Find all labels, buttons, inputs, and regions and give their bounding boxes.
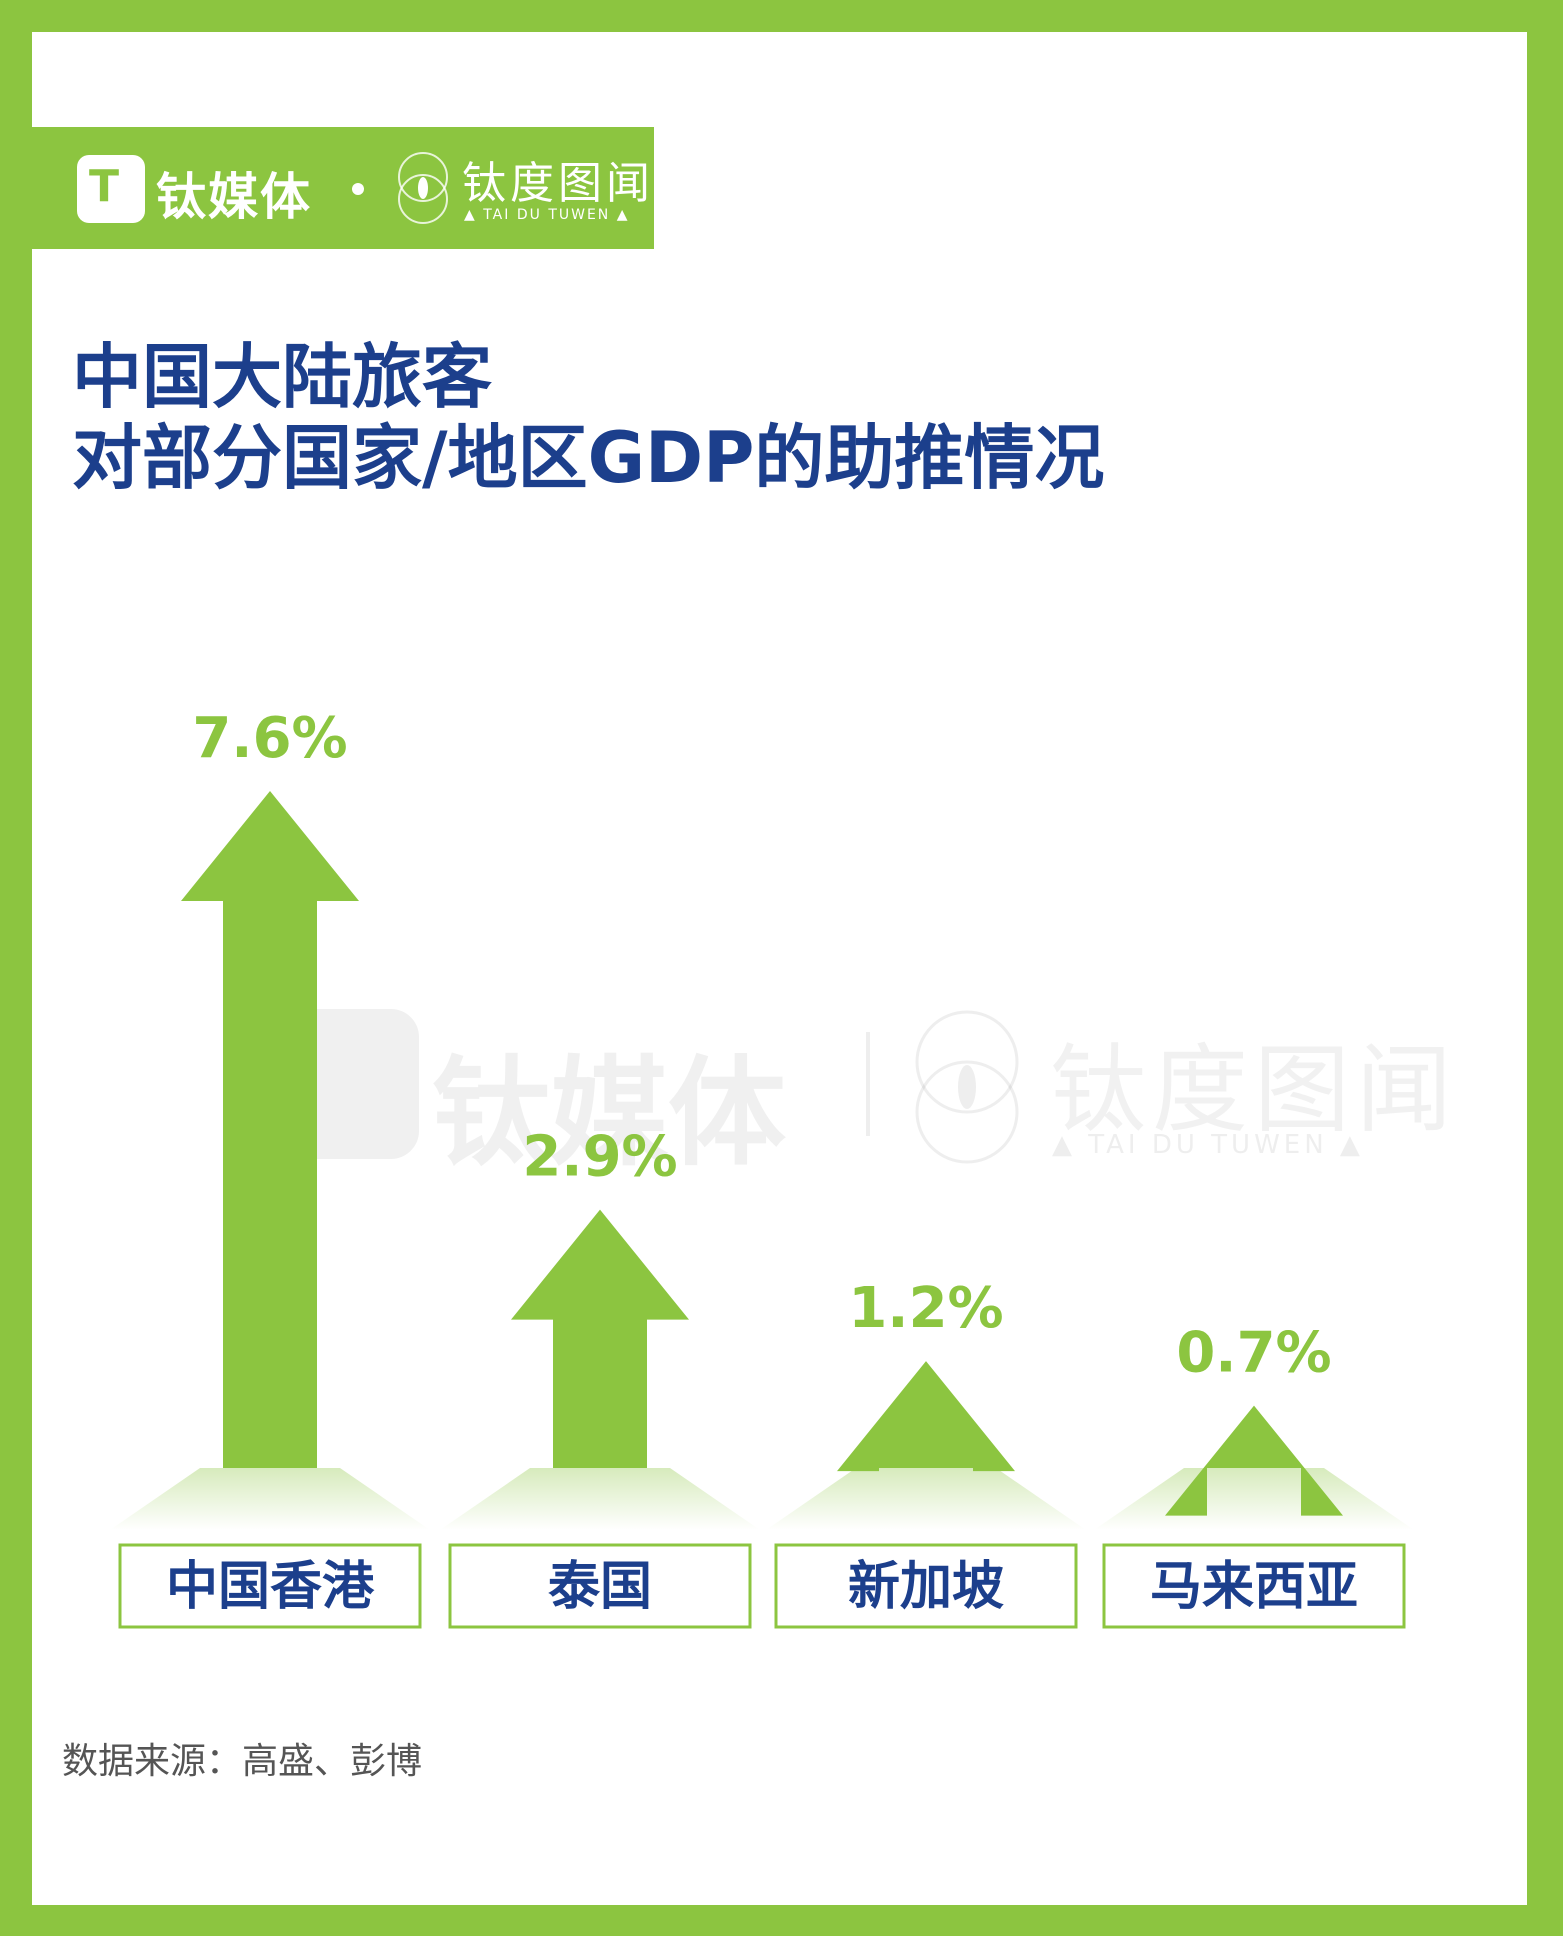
partner-subtitle: ▲ TAI DU TUWEN ▲ bbox=[464, 207, 630, 223]
arrow-bar-chart: 7.6% 中国香港 2.9% 泰国 1.2% 新加坡 0.7% 马来西亚 bbox=[110, 706, 1414, 1629]
value-label-2: 2.9% bbox=[522, 1125, 677, 1190]
value-label-4: 0.7% bbox=[1176, 1321, 1331, 1386]
partner-name: 钛度图闻 bbox=[462, 158, 654, 209]
poster-frame: T 钛媒体 钛度图闻 ▲ TAI DU TUWEN ▲ 中国大陆旅客 对部分国家… bbox=[32, 32, 1527, 1905]
bar-arrow-4 bbox=[1165, 1405, 1343, 1516]
category-label-2: 泰国 bbox=[548, 1557, 652, 1617]
arrow-shadow bbox=[766, 1468, 1086, 1530]
brand-logo: T bbox=[77, 155, 145, 223]
data-source: 数据来源：高盛、彭博 bbox=[62, 1741, 423, 1782]
bar-arrow-3 bbox=[837, 1361, 1015, 1472]
bar-arrow-2 bbox=[511, 1209, 689, 1468]
arrow-shadow bbox=[1094, 1468, 1414, 1530]
category-box-1 bbox=[118, 1543, 422, 1629]
category-box-2 bbox=[448, 1543, 752, 1629]
category-box-3 bbox=[774, 1543, 1078, 1629]
brand-logo-glyph: T bbox=[89, 161, 120, 212]
watermark-partner: 钛度图闻 bbox=[1050, 1034, 1458, 1146]
separator-dot-icon bbox=[352, 183, 364, 195]
category-label-3: 新加坡 bbox=[848, 1557, 1004, 1617]
watermark-partner-subtitle: ▲ TAI DU TUWEN ▲ bbox=[1052, 1130, 1364, 1160]
value-label-1: 7.6% bbox=[192, 706, 347, 771]
category-box-4 bbox=[1102, 1543, 1406, 1629]
arrow-shadow bbox=[440, 1468, 760, 1530]
title-line-2: 对部分国家/地区GDP的助推情况 bbox=[72, 416, 1105, 499]
bar-arrow-1 bbox=[181, 791, 359, 1468]
watermark-eye-icon bbox=[915, 1010, 1019, 1164]
watermark-divider bbox=[866, 1032, 870, 1136]
watermark-brand: 钛媒体 bbox=[432, 1044, 787, 1182]
title-line-1: 中国大陆旅客 bbox=[72, 336, 492, 418]
partner-eye-icon bbox=[398, 152, 448, 224]
category-label-4: 马来西亚 bbox=[1150, 1557, 1358, 1617]
category-label-1: 中国香港 bbox=[166, 1557, 375, 1617]
brand-name: 钛媒体 bbox=[156, 168, 312, 226]
brand-bar: T 钛媒体 钛度图闻 ▲ TAI DU TUWEN ▲ bbox=[32, 127, 654, 249]
arrow-shadow bbox=[110, 1468, 430, 1530]
value-label-3: 1.2% bbox=[848, 1276, 1003, 1341]
page-title: 中国大陆旅客 对部分国家/地区GDP的助推情况 bbox=[72, 337, 1104, 498]
